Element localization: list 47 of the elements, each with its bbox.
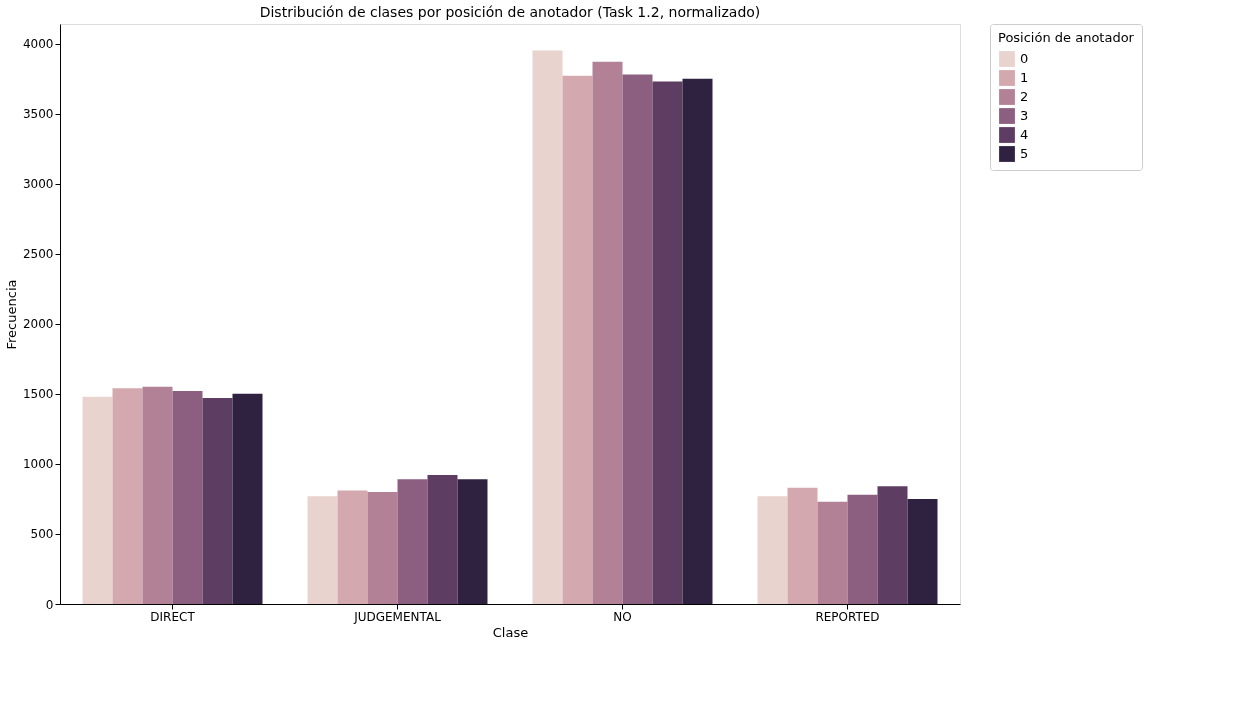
legend-title: Posición de anotador [998, 30, 1135, 45]
bar [682, 78, 713, 604]
x-tick-label: REPORTED [815, 609, 880, 624]
legend-label: 3 [1020, 108, 1029, 123]
y-tick-label: 1500 [22, 387, 54, 402]
bar [172, 391, 203, 604]
bar [337, 490, 368, 604]
bar [397, 479, 428, 604]
y-tick-label: 1000 [22, 457, 54, 472]
bar [367, 491, 398, 604]
y-axis-title: Frecuencia [3, 279, 19, 350]
chart-title: Distribución de clases por posición de anotador (Task 1.2, normalizado) [259, 3, 761, 20]
bar [847, 494, 878, 604]
y-tick-label: 2500 [22, 247, 54, 262]
legend-label: 2 [1020, 89, 1029, 104]
bar [457, 479, 488, 604]
x-tick-label: NO [613, 609, 632, 624]
legend-label: 0 [1020, 51, 1029, 66]
x-axis-title: Clase [492, 624, 529, 640]
bar [907, 498, 938, 604]
bar [622, 74, 653, 604]
bar [112, 388, 143, 604]
y-tick-label: 500 [30, 527, 54, 542]
y-tick-label: 0 [45, 597, 54, 612]
y-tick-label: 3000 [22, 177, 54, 192]
bar [202, 398, 233, 604]
bar [307, 496, 338, 604]
y-tick-label: 4000 [22, 37, 54, 52]
legend-label: 5 [1020, 146, 1029, 161]
y-tick-label: 3500 [22, 107, 54, 122]
bar [652, 81, 683, 604]
bar [82, 396, 113, 604]
bar [562, 75, 593, 604]
x-tick-label: DIRECT [150, 609, 196, 624]
bar [757, 496, 788, 604]
legend-label: 1 [1020, 70, 1029, 85]
bar [592, 61, 623, 604]
bar [142, 386, 173, 604]
bar [532, 50, 563, 604]
bar [427, 475, 458, 604]
bar [787, 487, 818, 604]
bar [817, 501, 848, 604]
y-tick-label: 2000 [22, 317, 54, 332]
x-tick-label: JUDGEMENTAL [353, 609, 442, 624]
bar [877, 486, 908, 604]
bar [232, 393, 263, 604]
legend-label: 4 [1020, 127, 1029, 142]
